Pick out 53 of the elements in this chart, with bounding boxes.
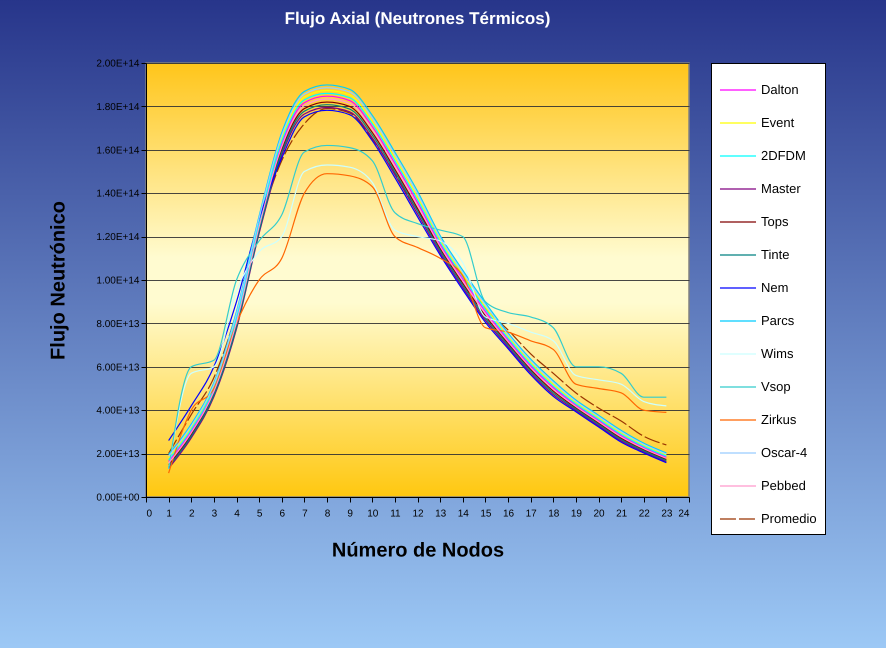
legend-label: Oscar-4 (761, 445, 808, 460)
legend-label: Event (761, 115, 795, 130)
x-tick-label: 17 (526, 508, 538, 520)
y-tick-label: 0.00E+00 (96, 492, 140, 504)
x-tick-label: 16 (502, 508, 514, 520)
legend-label: Dalton (761, 82, 799, 97)
legend-label: Promedio (761, 511, 817, 526)
y-tick-label: 1.60E+14 (96, 145, 140, 156)
legend-label: Tops (761, 214, 789, 229)
x-tick-label: 8 (324, 508, 331, 520)
legend-label: Nem (761, 280, 788, 295)
x-tick-label: 21 (616, 508, 628, 520)
y-tick-label: 8.00E+13 (96, 318, 140, 330)
x-tick-label: 12 (412, 508, 424, 520)
x-tick-label: 4 (234, 508, 240, 520)
x-tick-label: 11 (390, 508, 401, 520)
legend-label: Zirkus (761, 412, 797, 427)
x-tick-label: 20 (593, 508, 605, 520)
y-tick-label: 6.00E+13 (96, 362, 140, 374)
y-tick-label: 1.00E+14 (96, 276, 140, 286)
x-tick-label: 0 (146, 508, 152, 520)
legend-label: 2DFDM (761, 148, 806, 163)
x-tick-label: 19 (570, 508, 582, 520)
legend-label: Vsop (761, 379, 791, 394)
legend-label: Wims (761, 346, 794, 361)
x-tick-label: 23 (661, 508, 673, 520)
y-tick-label: 2.00E+13 (96, 449, 140, 460)
x-tick-label: 18 (548, 508, 560, 520)
y-tick-label: 1.40E+14 (96, 188, 140, 200)
chart-title: Flujo Axial (Neutrones Térmicos) (284, 9, 550, 28)
legend-label: Pebbed (761, 478, 806, 493)
x-tick-label: 9 (347, 508, 354, 520)
y-axis-title: Flujo Neutrónico (47, 201, 70, 360)
x-tick-label: 15 (480, 508, 492, 520)
x-axis-title: Número de Nodos (332, 540, 504, 562)
legend-label: Tinte (761, 247, 790, 262)
x-tick-label: 1 (166, 508, 172, 520)
x-tick-label: 14 (458, 508, 470, 520)
legend-label: Parcs (761, 313, 795, 328)
legend-label: Master (761, 181, 802, 196)
y-tick-label: 4.00E+13 (96, 406, 140, 417)
x-tick-label: 5 (256, 508, 263, 520)
y-tick-label: 2.00E+14 (96, 58, 140, 70)
y-tick-label: 1.80E+14 (96, 102, 140, 113)
x-tick-label: 6 (279, 508, 286, 520)
x-tick-label: 3 (212, 508, 218, 520)
x-tick-label: 2 (188, 508, 195, 520)
y-tick-label: 1.20E+14 (96, 232, 140, 244)
x-tick-label: 7 (302, 508, 308, 520)
x-tick-label: 13 (435, 508, 447, 520)
x-tick-label: 24 (678, 508, 690, 520)
x-tick-label: 10 (367, 508, 379, 520)
x-tick-label: 22 (638, 508, 650, 520)
